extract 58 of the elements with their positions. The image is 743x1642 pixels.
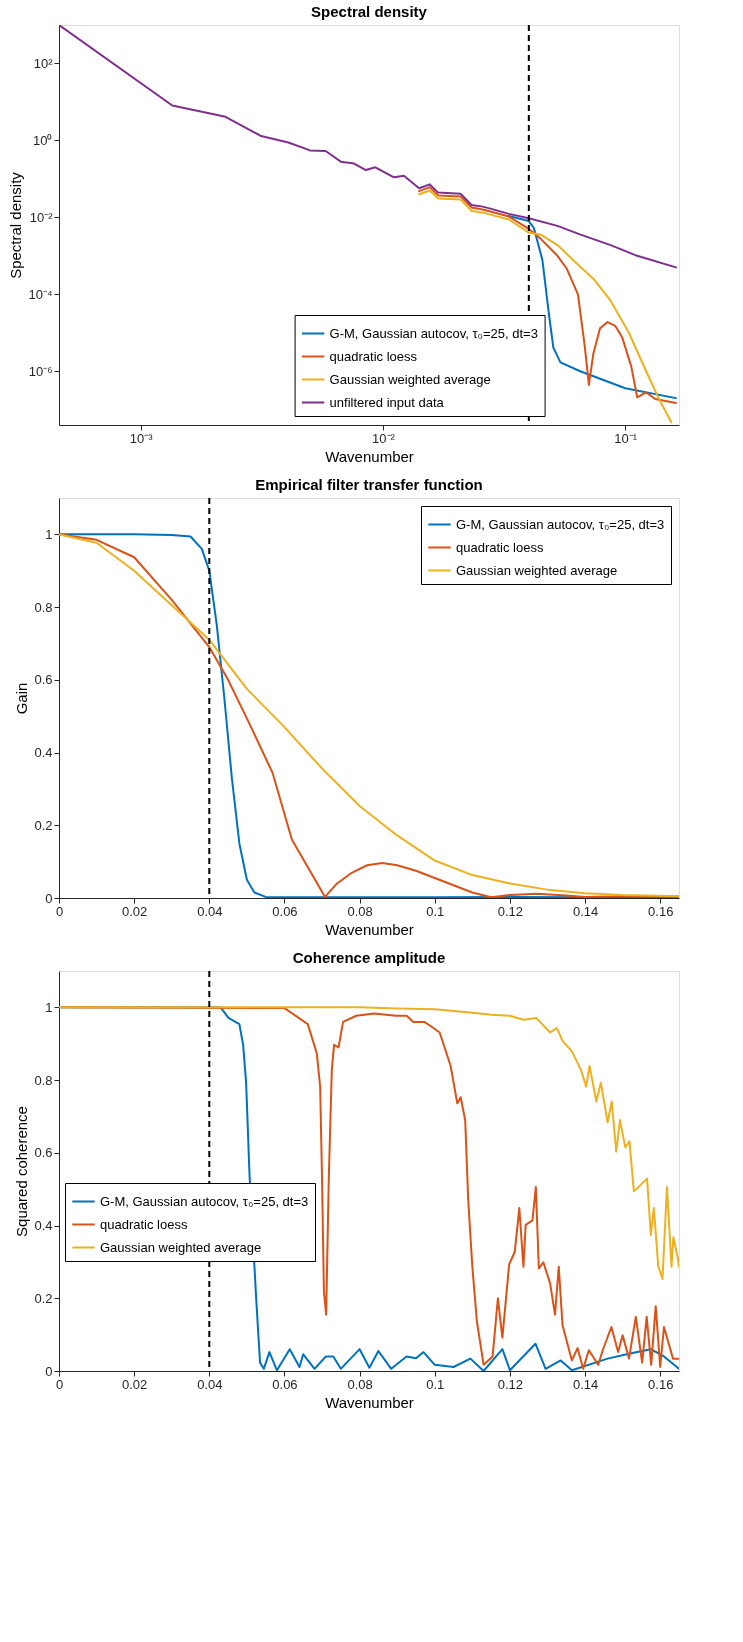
x-tick-label: 0 — [55, 903, 64, 919]
y-axis-title: Squared coherence — [13, 1106, 31, 1237]
y-tick-label: 0.6 — [34, 1145, 53, 1161]
chart-title: Empirical filter transfer function — [255, 476, 483, 493]
y-tick-label: 10⁻² — [29, 209, 54, 225]
y-tick-label: 0 — [45, 1363, 53, 1379]
x-tick-label: 0.04 — [197, 1376, 223, 1392]
x-tick-label: 10⁻¹ — [614, 430, 638, 446]
x-tick-label: 0.08 — [347, 903, 373, 919]
x-tick-label: 0.1 — [426, 903, 445, 919]
y-tick-label: 0.8 — [34, 1072, 53, 1088]
x-tick-label: 0.04 — [197, 903, 223, 919]
legend-label: quadratic loess — [329, 348, 418, 364]
x-tick-label: 0.16 — [648, 1376, 674, 1392]
y-tick-label: 10² — [33, 55, 54, 71]
y-tick-label: 0.2 — [34, 817, 53, 833]
legend-label: unfiltered input data — [329, 394, 445, 410]
legend-label: quadratic loess — [456, 539, 544, 555]
x-tick-label: 0.06 — [272, 1376, 298, 1392]
y-tick-label: 0.4 — [34, 1218, 53, 1234]
x-tick-label: 0 — [55, 1376, 64, 1392]
x-tick-label: 0.06 — [272, 903, 298, 919]
x-axis-title: Wavenumber — [325, 920, 414, 938]
legend-label: Gaussian weighted average — [100, 1239, 262, 1255]
y-tick-label: 1 — [45, 526, 53, 542]
x-tick-label: 0.16 — [648, 903, 674, 919]
y-tick-label: 0.2 — [34, 1290, 53, 1306]
x-axis-title: Wavenumber — [325, 447, 414, 465]
y-tick-label: 10⁻⁴ — [28, 286, 53, 302]
chart-title: Spectral density — [311, 3, 428, 20]
legend-label: G-M, Gaussian autocov, τ₀=25, dt=3 — [329, 325, 538, 341]
x-tick-label: 0.14 — [572, 1376, 599, 1392]
y-axis-title: Spectral density — [7, 171, 25, 279]
legend-label: Gaussian weighted average — [456, 562, 618, 578]
x-tick-label: 0.1 — [426, 1376, 445, 1392]
x-tick-label: 0.14 — [572, 903, 599, 919]
y-tick-label: 0.6 — [34, 672, 53, 688]
x-tick-label: 0.02 — [122, 903, 148, 919]
y-tick-label: 1 — [45, 999, 53, 1015]
y-axis-title: Gain — [13, 682, 31, 715]
x-tick-label: 10⁻³ — [129, 430, 154, 446]
legend-label: Gaussian weighted average — [329, 371, 491, 387]
x-axis-title: Wavenumber — [325, 1393, 414, 1411]
y-tick-label: 0.4 — [34, 745, 53, 761]
legend-label: G-M, Gaussian autocov, τ₀=25, dt=3 — [100, 1193, 309, 1209]
y-tick-label: 0.8 — [34, 599, 53, 615]
legend-label: quadratic loess — [100, 1216, 188, 1232]
y-tick-label: 0 — [45, 890, 53, 906]
line-series — [59, 1006, 679, 1280]
x-tick-label: 0.08 — [347, 1376, 373, 1392]
x-tick-label: 10⁻² — [372, 430, 396, 446]
x-tick-label: 0.12 — [497, 1376, 524, 1392]
chart-title: Coherence amplitude — [292, 949, 446, 966]
y-tick-label: 10⁰ — [33, 132, 53, 148]
legend-label: G-M, Gaussian autocov, τ₀=25, dt=3 — [456, 516, 665, 532]
x-tick-label: 0.12 — [497, 903, 524, 919]
x-tick-label: 0.02 — [122, 1376, 148, 1392]
y-tick-label: 10⁻⁶ — [28, 363, 53, 379]
